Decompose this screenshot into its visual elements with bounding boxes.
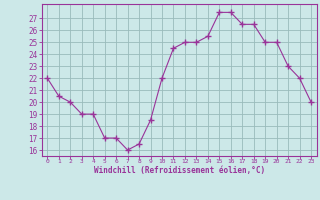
X-axis label: Windchill (Refroidissement éolien,°C): Windchill (Refroidissement éolien,°C) bbox=[94, 166, 265, 175]
